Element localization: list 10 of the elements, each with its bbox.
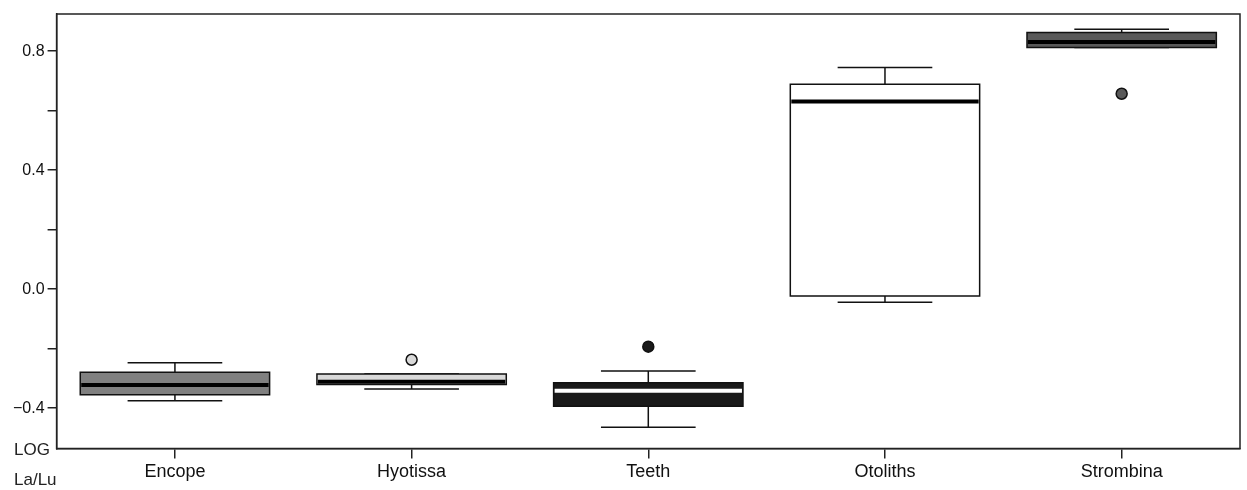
x-tick-label: Teeth: [626, 461, 671, 482]
y-tick-label: 0.8: [22, 41, 45, 59]
y-tick-label: −0.4: [12, 398, 45, 416]
x-tick-label: Hyotissa: [377, 461, 448, 482]
y-tick-label: 0.4: [22, 160, 45, 178]
y-tick-label: 0.0: [22, 279, 45, 297]
y-axis-title: LOG La/Lu: [14, 439, 58, 490]
x-tick-label: Encope: [144, 461, 206, 482]
x-tick-label: Strombina: [1080, 461, 1164, 482]
x-tick-label: Otoliths: [854, 461, 916, 482]
